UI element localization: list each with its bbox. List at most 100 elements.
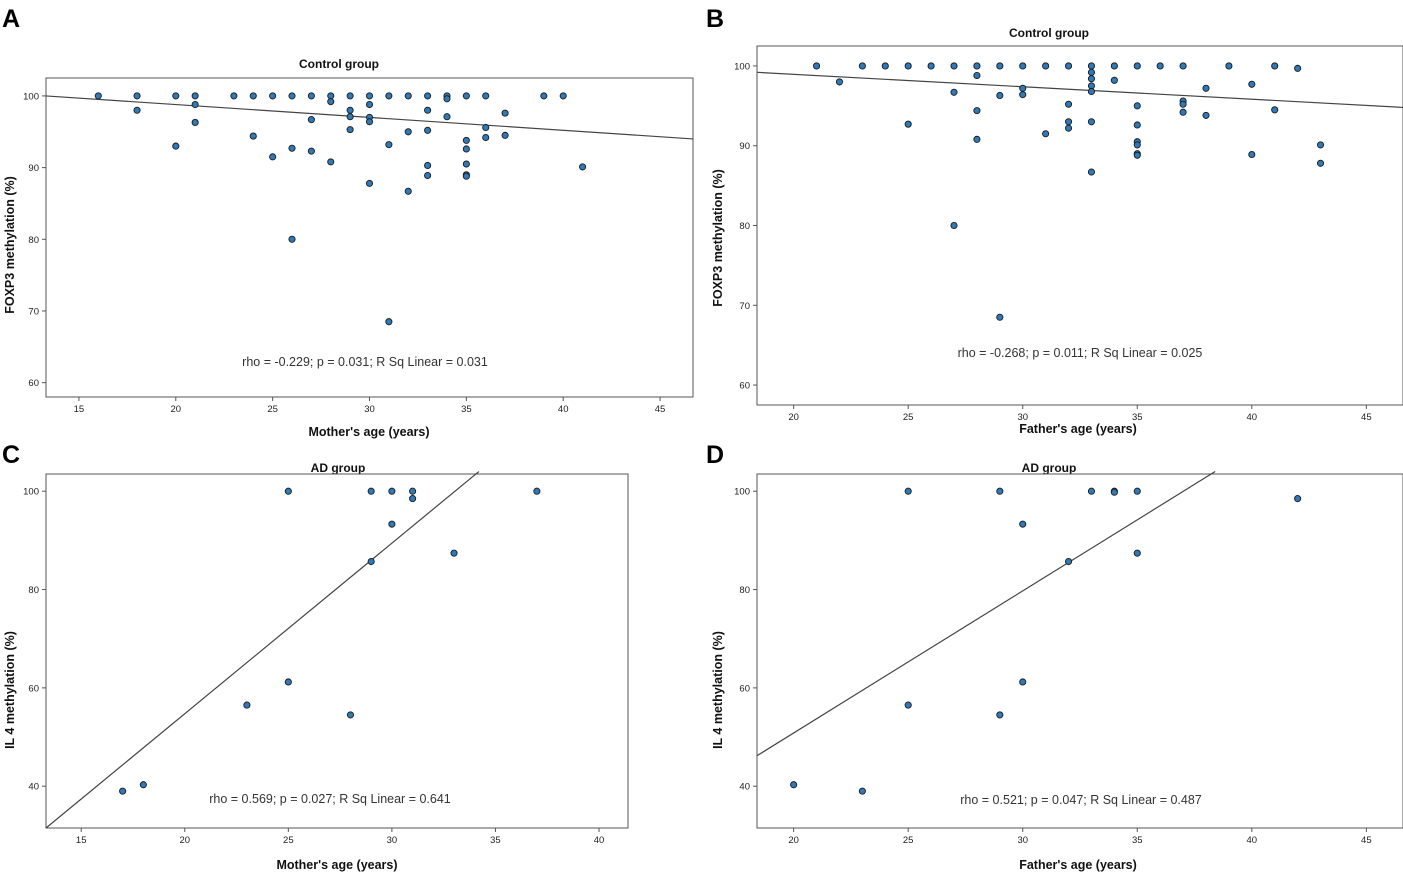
chart-title: Control group: [299, 57, 379, 71]
data-point: [482, 123, 490, 132]
data-point: [284, 678, 292, 686]
x-tick-label: 20: [788, 412, 799, 423]
data-point: [1202, 111, 1210, 119]
x-tick-label: 25: [903, 835, 914, 846]
data-point: [1133, 141, 1141, 149]
data-point: [1316, 141, 1325, 149]
plot-frame: [45, 77, 694, 398]
data-point: [269, 92, 277, 100]
data-point: [1087, 118, 1096, 126]
x-tick-label: 45: [1361, 835, 1372, 846]
x-tick-label: 30: [1017, 412, 1028, 423]
x-axis-title: Mother's age (years): [308, 425, 429, 439]
data-point: [1225, 62, 1233, 70]
data-point: [904, 62, 912, 70]
panel-b: B Control group 20 25 30 35 40 45 60 70 80 90 100 Fat…: [706, 5, 1403, 436]
x-tick-label: 40: [558, 404, 569, 415]
data-point: [927, 62, 935, 70]
data-point: [462, 92, 470, 100]
data-point: [1042, 130, 1050, 138]
data-point: [172, 92, 180, 100]
data-point: [1019, 520, 1027, 528]
panel-d: D AD group 20 25 30 35 40 45 40 60 80 100 Father's a…: [706, 441, 1403, 872]
data-point: [365, 179, 374, 187]
data-point: [1087, 487, 1096, 495]
data-point: [462, 172, 470, 180]
plot-frame: [756, 473, 1403, 829]
data-point: [139, 781, 147, 789]
data-point: [385, 141, 393, 149]
data-point: [191, 100, 199, 109]
x-tick-label: 20: [788, 835, 799, 846]
data-point: [501, 109, 509, 117]
y-axis-title: IL 4 methylation (%): [711, 631, 725, 749]
x-tick-label: 35: [490, 835, 501, 846]
data-point: [1133, 62, 1141, 70]
x-axis-title: Mother's age (years): [276, 858, 397, 872]
data-point: [404, 128, 412, 136]
data-point: [950, 221, 958, 230]
x-tick-label: 25: [267, 404, 278, 415]
data-point: [1064, 557, 1073, 566]
data-point: [835, 78, 844, 86]
data-point: [409, 487, 417, 495]
data-point: [307, 147, 315, 155]
data-point: [249, 92, 257, 100]
regression-line: [756, 71, 1403, 109]
data-point: [1087, 87, 1096, 96]
data-point: [367, 487, 375, 495]
data-point: [540, 92, 548, 100]
data-point: [996, 487, 1004, 495]
x-tick-label: 30: [1017, 835, 1028, 846]
data-point: [973, 135, 981, 143]
data-point: [1179, 100, 1187, 108]
data-point: [307, 116, 315, 124]
y-tick-label: 40: [28, 782, 39, 793]
data-point: [559, 92, 567, 100]
x-tick-label: 15: [76, 835, 87, 846]
data-point: [346, 113, 354, 121]
data-point: [450, 549, 458, 557]
x-tick-label: 20: [179, 835, 190, 846]
x-tick-label: 30: [387, 835, 398, 846]
data-point: [404, 92, 412, 100]
data-point: [327, 158, 335, 166]
data-point: [1087, 168, 1096, 176]
data-point: [191, 92, 199, 100]
y-axis-title: FOXP3 methylation (%): [711, 169, 725, 307]
data-point: [385, 318, 393, 326]
panel-label: A: [2, 5, 20, 33]
y-tick-label: 100: [23, 487, 39, 498]
data-point: [1064, 100, 1073, 108]
data-point: [243, 701, 251, 709]
data-point: [462, 136, 470, 144]
data-point: [904, 487, 912, 495]
data-point: [858, 787, 866, 795]
data-point: [327, 98, 335, 106]
y-tick-label: 80: [739, 585, 750, 596]
data-point: [1110, 62, 1118, 70]
x-tick-label: 35: [1132, 412, 1143, 423]
x-tick-label: 35: [461, 404, 472, 415]
data-point: [501, 131, 509, 139]
data-point: [1133, 102, 1141, 110]
chart-title: Control group: [1009, 26, 1089, 40]
y-tick-label: 90: [739, 141, 750, 152]
data-point: [462, 160, 470, 168]
data-point: [1087, 75, 1096, 83]
y-axis-title: FOXP3 methylation (%): [3, 176, 17, 314]
data-point: [346, 106, 354, 114]
data-point: [533, 487, 541, 495]
panel-label: B: [706, 5, 724, 33]
panel-c: C AD group 15 20 25 30 35 40 40 60 80 100 Mother's a…: [2, 441, 629, 872]
data-point: [1087, 68, 1096, 76]
regression-line: [45, 471, 480, 829]
data-point: [1133, 121, 1141, 129]
x-tick-label: 40: [1247, 835, 1258, 846]
data-point: [1110, 76, 1118, 84]
data-point: [230, 92, 238, 100]
data-point: [950, 88, 958, 96]
y-tick-label: 90: [28, 163, 39, 174]
data-point: [424, 161, 432, 170]
